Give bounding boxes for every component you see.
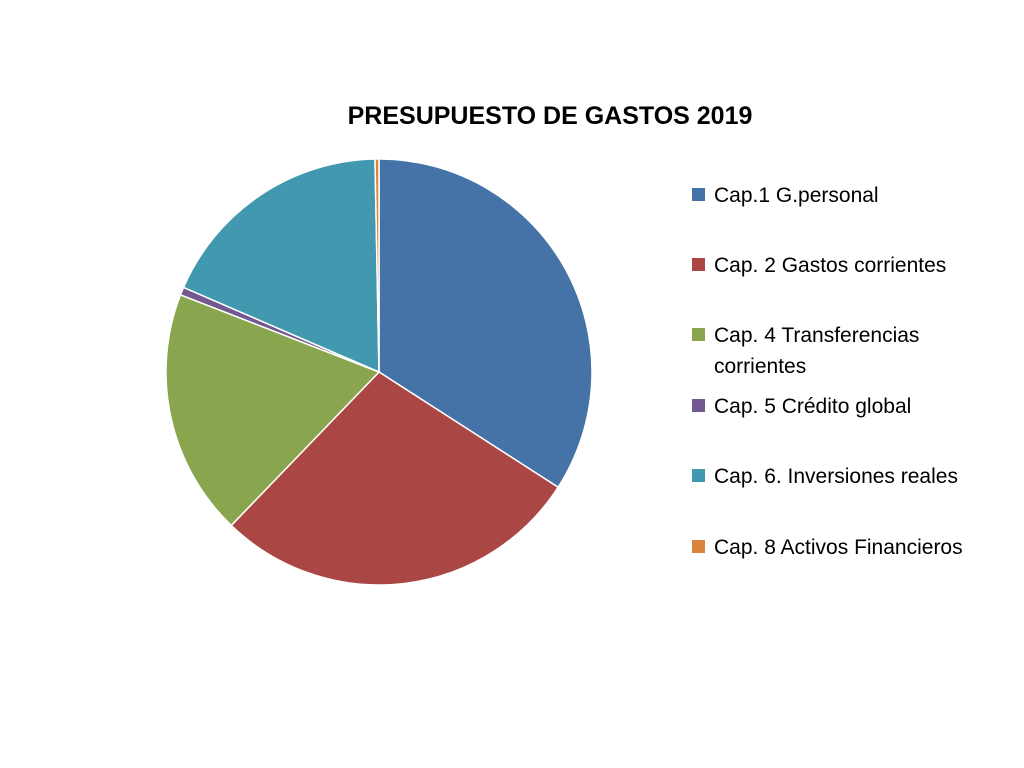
legend-label: Cap.1 G.personal (714, 184, 879, 207)
legend-label: Cap. 6. Inversiones reales (714, 465, 958, 488)
chart-title: PRESUPUESTO DE GASTOS 2019 (347, 102, 753, 130)
legend-label: Cap. 8 Activos Financieros (714, 536, 963, 559)
legend-swatch (692, 258, 705, 271)
pie-slice (182, 158, 380, 374)
pie-slice (230, 371, 560, 586)
legend-label: Cap. 2 Gastos corrientes (714, 254, 947, 277)
legend-swatch (692, 540, 705, 553)
legend-swatch (692, 188, 705, 201)
legend-swatch (692, 469, 705, 482)
pie-slice (374, 158, 380, 373)
legend-swatch (692, 399, 705, 412)
legend-label: Cap. 5 Crédito global (714, 395, 912, 418)
pie-slice (378, 158, 593, 489)
legend-label: Cap. 4 Transferencias corrientes (714, 324, 920, 378)
legend-swatch (692, 328, 705, 341)
pie-slice (165, 293, 381, 527)
